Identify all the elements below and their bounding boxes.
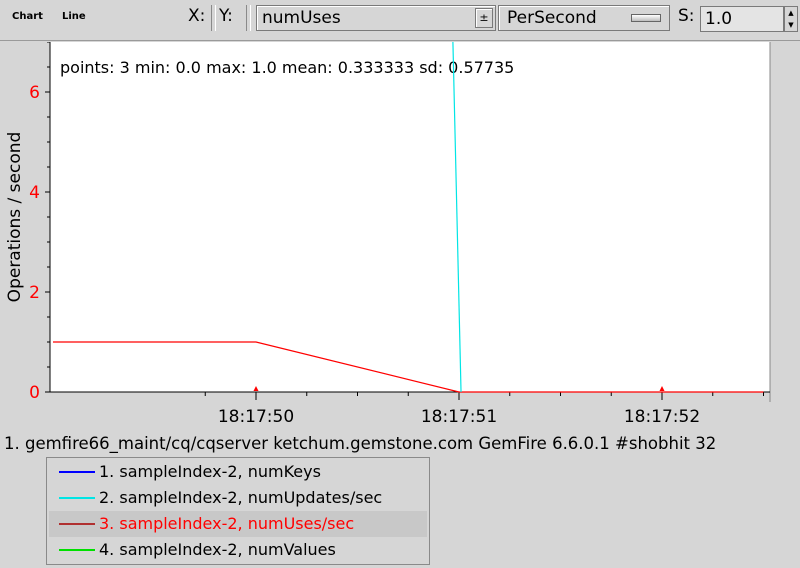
combo-arrow-icon[interactable]: ± xyxy=(475,8,493,28)
legend-item[interactable]: 1. sampleIndex-2, numKeys xyxy=(49,459,427,485)
menu-chart[interactable]: Chart xyxy=(12,11,43,22)
mode-value: PerSecond xyxy=(507,8,597,28)
plot-background xyxy=(50,42,770,392)
legend-swatch xyxy=(59,549,95,551)
legend-swatch xyxy=(59,497,95,499)
y-tick-label: 2 xyxy=(29,283,40,303)
toolbar: Chart Line X: Y: numUses ± PerSecond S: … xyxy=(0,0,800,41)
y-tick-label: 0 xyxy=(29,383,40,403)
sample-marker xyxy=(253,386,259,391)
x-ticks: 18:17:50 18:17:51 18:17:52 xyxy=(204,392,764,427)
separator xyxy=(246,5,251,31)
legend-swatch xyxy=(59,471,95,473)
y-axis-title: Operations / second xyxy=(5,132,25,303)
scale-spinner[interactable]: ▲ ▼ xyxy=(784,6,798,32)
scale-label: S: xyxy=(678,6,695,26)
legend-swatch xyxy=(59,523,95,525)
separator xyxy=(211,5,216,31)
y-stat-value: numUses xyxy=(262,8,341,28)
legend-label: 4. sampleIndex-2, numValues xyxy=(99,540,336,559)
sample-markers xyxy=(253,386,665,391)
series-lines xyxy=(53,42,764,393)
y-tick-label: 6 xyxy=(29,83,40,103)
y-tick-label: 4 xyxy=(29,183,40,203)
x-tick-label: 18:17:51 xyxy=(421,407,497,427)
x-tick-label: 18:17:52 xyxy=(624,407,700,427)
scale-value: 1.0 xyxy=(705,9,733,29)
y-ticks: 0 2 4 6 xyxy=(29,42,50,403)
y-axis-label: Y: xyxy=(219,6,233,26)
option-menu-indicator-icon xyxy=(631,14,661,22)
x-axis-label: X: xyxy=(188,6,206,26)
x-tick-label: 18:17:50 xyxy=(218,407,294,427)
source-line: 1. gemfire66_maint/cq/cqserver ketchum.g… xyxy=(4,434,717,453)
chart-stats: points: 3 min: 0.0 max: 1.0 mean: 0.3333… xyxy=(60,58,514,77)
series-line xyxy=(53,341,764,393)
legend: 1. sampleIndex-2, numKeys 2. sampleIndex… xyxy=(46,457,430,565)
legend-item[interactable]: 3. sampleIndex-2, numUses/sec xyxy=(49,511,427,537)
spinner-up-icon[interactable]: ▲ xyxy=(788,9,794,17)
menu-line[interactable]: Line xyxy=(62,11,86,22)
legend-label: 2. sampleIndex-2, numUpdates/sec xyxy=(99,488,383,507)
legend-label: 3. sampleIndex-2, numUses/sec xyxy=(99,514,355,533)
spinner-down-icon[interactable]: ▼ xyxy=(788,21,794,29)
legend-item[interactable]: 4. sampleIndex-2, numValues xyxy=(49,537,427,563)
scale-input[interactable]: 1.0 xyxy=(700,6,784,32)
legend-item[interactable]: 2. sampleIndex-2, numUpdates/sec xyxy=(49,485,427,511)
mode-option-menu[interactable]: PerSecond xyxy=(498,5,670,31)
y-stat-combo[interactable]: numUses ± xyxy=(256,5,496,31)
chart-area: points: 3 min: 0.0 max: 1.0 mean: 0.3333… xyxy=(0,42,800,432)
series-line xyxy=(452,42,462,393)
chart-svg[interactable]: points: 3 min: 0.0 max: 1.0 mean: 0.3333… xyxy=(0,42,800,432)
sample-marker xyxy=(659,386,665,391)
legend-label: 1. sampleIndex-2, numKeys xyxy=(99,462,321,481)
